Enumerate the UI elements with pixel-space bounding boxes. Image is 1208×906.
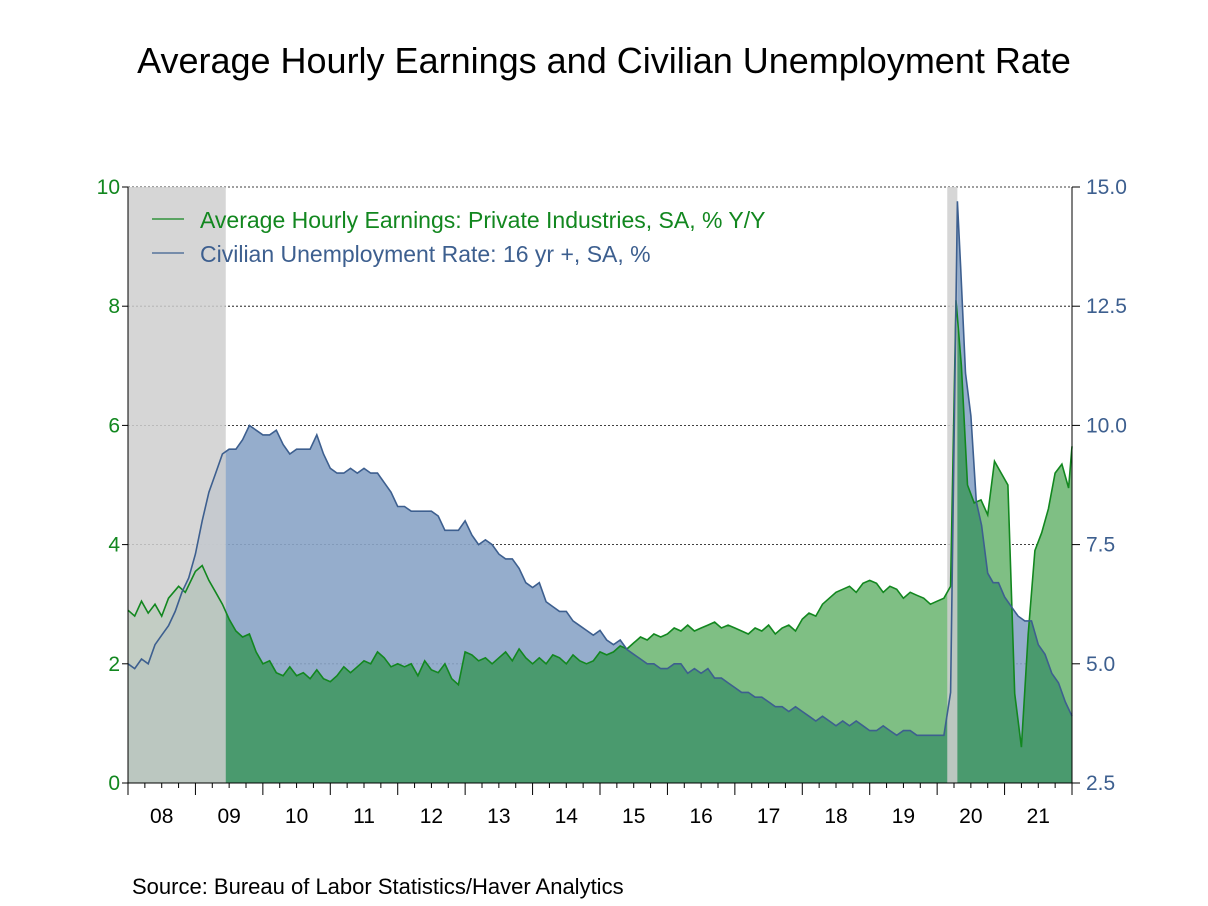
series-line-earnings <box>127 300 1073 748</box>
x-tick-label: 18 <box>824 805 847 828</box>
x-tick-label: 12 <box>420 805 443 828</box>
series-area-unemployment <box>128 201 1072 784</box>
series-areas <box>128 201 1072 784</box>
y-right-tick-label: 10.0 <box>1086 414 1127 437</box>
y-left-tick-label: 4 <box>108 534 120 557</box>
y-left-tick-label: 8 <box>108 295 120 318</box>
recession-band <box>128 187 226 783</box>
source-note: Source: Bureau of Labor Statistics/Haver… <box>132 874 624 899</box>
y-right-tick-label: 15.0 <box>1086 176 1127 199</box>
y-left-tick-label: 0 <box>108 772 120 795</box>
series-overlap-area <box>128 300 1072 783</box>
x-tick-label: 09 <box>217 805 240 828</box>
x-tick-label: 13 <box>487 805 510 828</box>
series-line-unemployment <box>127 201 1073 737</box>
y-right-tick-label: 12.5 <box>1086 295 1127 318</box>
y-left-tick-label: 6 <box>108 414 120 437</box>
legend-label: Average Hourly Earnings: Private Industr… <box>200 207 765 233</box>
x-tick-label: 19 <box>892 805 915 828</box>
series-lines <box>127 201 1073 748</box>
y-right-tick-label: 2.5 <box>1086 772 1115 795</box>
y-right-tick-label: 7.5 <box>1086 534 1115 557</box>
legend-label: Civilian Unemployment Rate: 16 yr +, SA,… <box>200 241 651 267</box>
y-left-tick-label: 2 <box>108 653 120 676</box>
x-tick-label: 17 <box>757 805 780 828</box>
axes: 0 2 4 6 8 10 2.5 5.0 7.5 10.0 12.5 15.0 08 09 10 11 12 13… <box>97 176 1127 828</box>
x-tick-label: 14 <box>555 805 579 828</box>
y-left-tick-label: 10 <box>97 176 120 199</box>
x-tick-label: 21 <box>1027 805 1050 828</box>
x-tick-label: 20 <box>959 805 982 828</box>
chart-title: Average Hourly Earnings and Civilian Une… <box>137 40 1071 81</box>
x-tick-label: 16 <box>689 805 712 828</box>
legend: Average Hourly Earnings: Private Industr… <box>152 207 765 267</box>
x-tick-label: 08 <box>150 805 173 828</box>
y-right-tick-label: 5.0 <box>1086 653 1115 676</box>
x-tick-label: 11 <box>353 805 375 828</box>
x-tick-label: 10 <box>285 805 308 828</box>
x-tick-label: 15 <box>622 805 645 828</box>
